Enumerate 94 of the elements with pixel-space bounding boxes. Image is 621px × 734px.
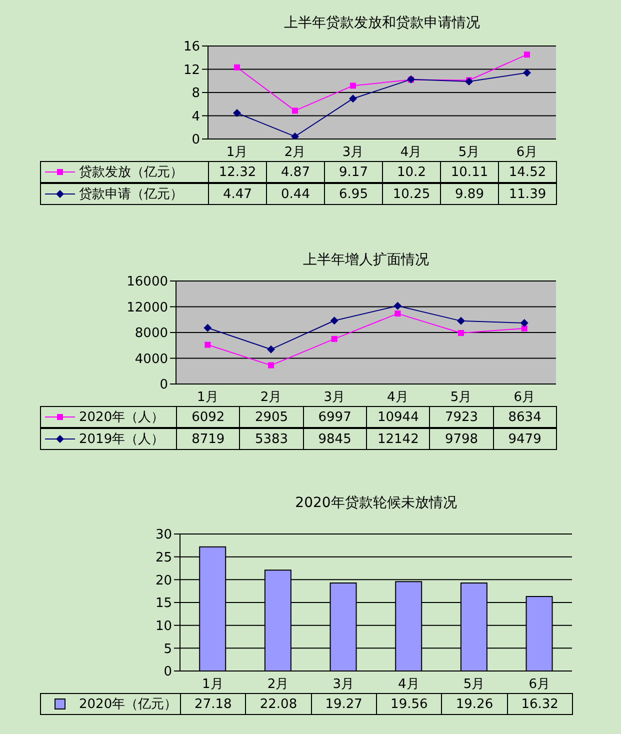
point xyxy=(349,94,357,103)
legend-label: 2019年（人） xyxy=(79,431,164,448)
data-label: 4.47 xyxy=(208,183,267,205)
point xyxy=(267,345,275,354)
data-label: 10.2 xyxy=(382,161,441,183)
data-label: 9479 xyxy=(492,428,557,450)
chart-title: 上半年贷款发放和贷款申请情况 xyxy=(283,14,481,32)
data-label: 6997 xyxy=(302,406,367,428)
y-tick-label: 12 xyxy=(183,62,200,78)
x-tick-label: 3月 xyxy=(332,677,354,692)
y-tick-label: 8 xyxy=(192,86,200,102)
data-label: 9.17 xyxy=(324,161,383,183)
point xyxy=(524,52,530,58)
point xyxy=(523,68,531,77)
data-label: 12142 xyxy=(366,428,430,450)
data-label: 4.87 xyxy=(266,161,325,183)
y-tick-label: 8000 xyxy=(134,326,168,342)
data-label: 10.25 xyxy=(382,183,441,205)
chart-title: 上半年增人扩面情况 xyxy=(302,251,430,269)
y-tick-label: 4000 xyxy=(134,352,168,367)
x-tick-label: 4月 xyxy=(387,390,408,406)
x-tick-label: 4月 xyxy=(398,677,420,692)
legend-label: 贷款发放（亿元） xyxy=(79,164,183,181)
data-label: 6092 xyxy=(176,406,240,428)
x-tick-label: 5月 xyxy=(463,677,485,692)
data-label: 9845 xyxy=(302,428,367,450)
y-tick-label: 15 xyxy=(155,596,172,612)
point xyxy=(292,108,298,114)
legend-label: 贷款申请（亿元） xyxy=(79,186,183,203)
point xyxy=(331,336,338,342)
data-label: 9.89 xyxy=(440,183,499,205)
data-label: 0.44 xyxy=(266,183,325,205)
data-label: 5383 xyxy=(239,428,304,450)
y-tick-label: 20 xyxy=(155,573,172,588)
y-tick-label: 0 xyxy=(164,664,172,680)
point xyxy=(234,64,240,70)
y-tick-label: 25 xyxy=(155,550,172,566)
data-label: 19.56 xyxy=(376,693,442,715)
x-tick-label: 4月 xyxy=(400,145,422,160)
y-tick-label: 10 xyxy=(155,618,172,634)
point xyxy=(350,82,356,89)
y-tick-label: 0 xyxy=(160,378,168,393)
data-label: 16.32 xyxy=(506,693,573,715)
data-label: 10.11 xyxy=(440,161,499,183)
x-tick-label: 2月 xyxy=(267,677,289,692)
point xyxy=(330,316,338,325)
data-label: 2905 xyxy=(239,406,304,428)
legend-label: 2020年（人） xyxy=(79,409,164,426)
y-tick-label: 0 xyxy=(192,132,200,148)
data-label: 8719 xyxy=(176,428,240,450)
y-tick-label: 16 xyxy=(183,40,200,55)
y-tick-label: 5 xyxy=(164,642,172,657)
data-label: 14.52 xyxy=(498,161,557,183)
data-label: 11.39 xyxy=(498,183,557,205)
x-tick-label: 6月 xyxy=(528,677,550,692)
x-tick-label: 1月 xyxy=(197,390,218,406)
data-label: 22.08 xyxy=(245,693,312,715)
x-tick-label: 6月 xyxy=(514,390,535,406)
data-label: 7923 xyxy=(429,406,494,428)
point xyxy=(465,78,473,86)
point xyxy=(268,362,274,368)
point xyxy=(394,310,401,317)
y-tick-label: 12000 xyxy=(126,300,168,316)
point xyxy=(233,109,241,118)
point xyxy=(394,302,402,310)
data-label: 6.95 xyxy=(324,183,383,205)
data-label: 8634 xyxy=(492,406,557,428)
x-tick-label: 5月 xyxy=(450,390,472,406)
x-tick-label: 2月 xyxy=(284,145,306,160)
x-tick-label: 3月 xyxy=(324,390,345,406)
x-tick-label: 1月 xyxy=(202,677,224,692)
x-tick-label: 2月 xyxy=(260,390,282,406)
data-label: 27.18 xyxy=(180,693,246,715)
x-tick-label: 6月 xyxy=(516,145,538,160)
y-tick-label: 30 xyxy=(155,528,172,543)
x-tick-label: 5月 xyxy=(458,145,480,160)
point xyxy=(458,330,464,336)
data-label: 9798 xyxy=(429,428,494,450)
chart-title: 2020年贷款轮候未放情况 xyxy=(294,494,458,512)
point xyxy=(520,318,528,327)
data-label: 19.27 xyxy=(310,693,377,715)
x-tick-label: 3月 xyxy=(342,145,364,160)
legend-label: 2020年（亿元） xyxy=(79,696,178,713)
y-tick-label: 4 xyxy=(192,109,200,124)
x-tick-label: 1月 xyxy=(226,145,248,160)
data-label: 19.26 xyxy=(441,693,508,715)
point xyxy=(521,325,528,332)
point xyxy=(457,316,465,325)
point xyxy=(204,342,211,348)
data-label: 10944 xyxy=(366,406,430,428)
data-label: 12.32 xyxy=(208,161,267,183)
point xyxy=(204,324,212,332)
point xyxy=(291,132,299,139)
y-tick-label: 16000 xyxy=(126,274,168,290)
